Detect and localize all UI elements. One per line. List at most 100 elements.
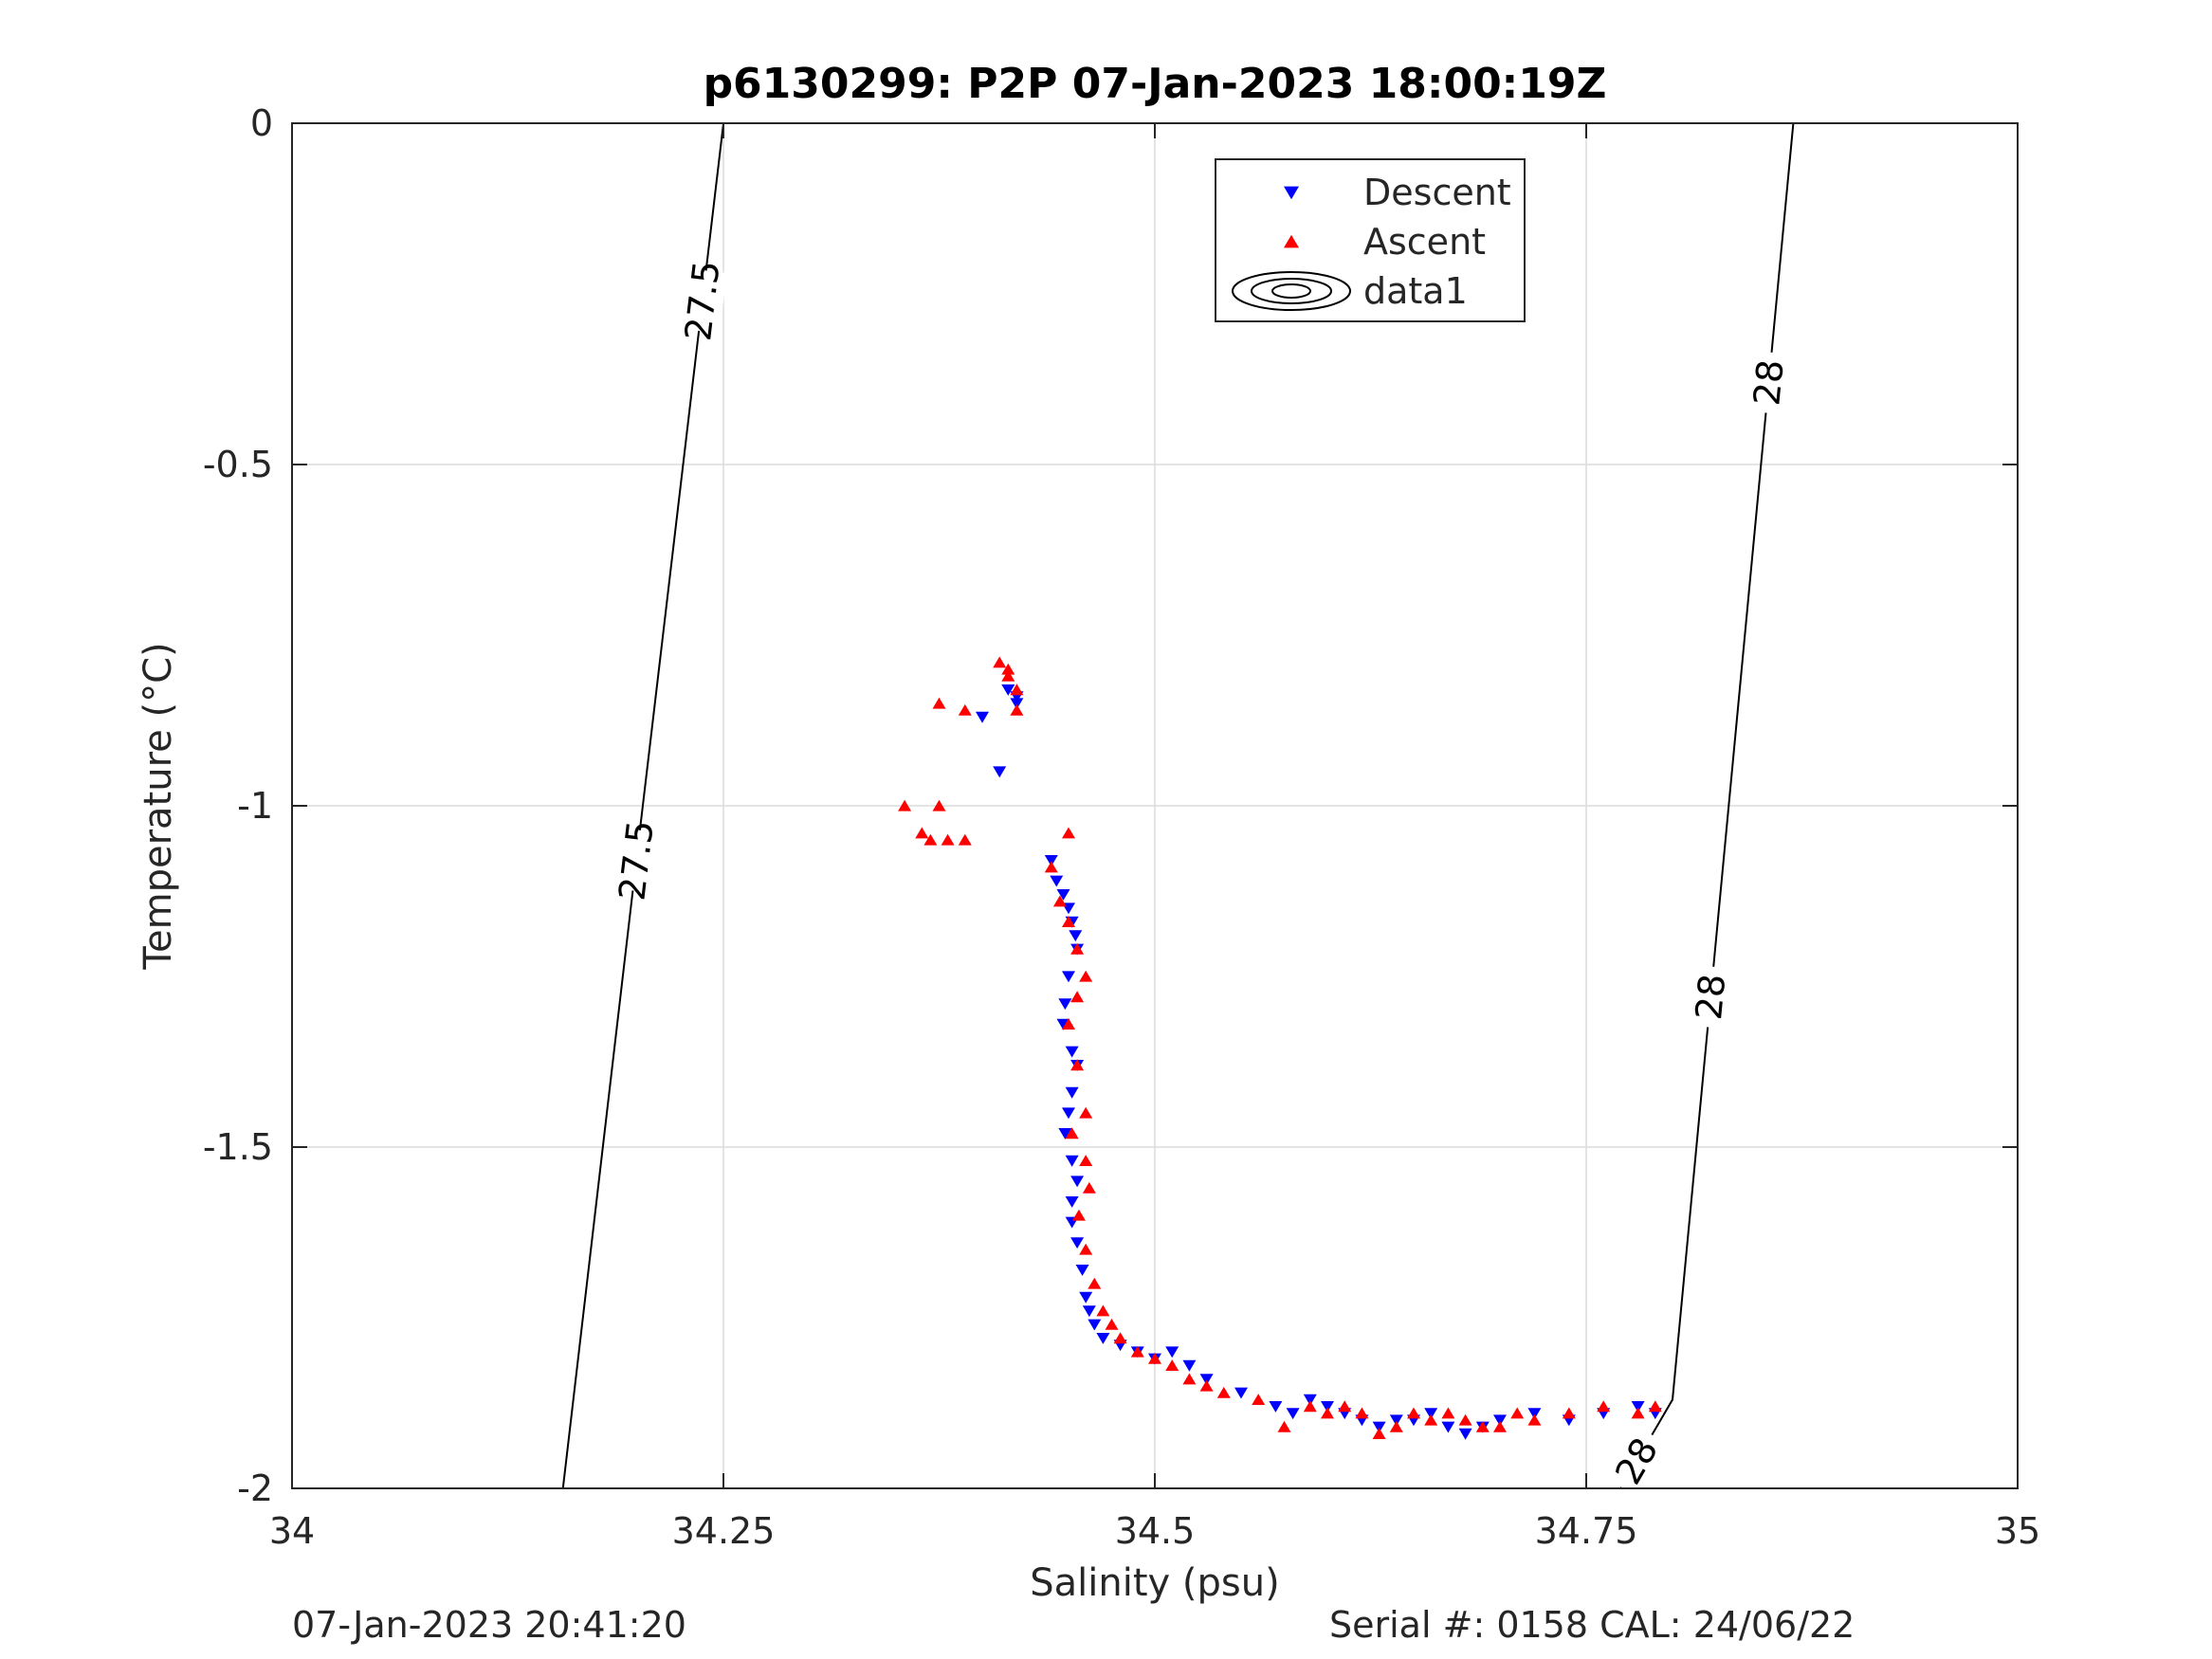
ascent-marker (1044, 861, 1058, 873)
x-tick-label: 35 (1995, 1510, 2040, 1552)
descent-marker (1199, 1374, 1214, 1386)
contour-label-gap (1687, 964, 1735, 1030)
descent-marker (1389, 1414, 1403, 1427)
ascent-marker (1355, 1407, 1369, 1419)
ascent-marker (941, 833, 955, 846)
descent-marker (1372, 1421, 1386, 1433)
ascent-marker (958, 703, 972, 716)
descent-marker (1458, 1428, 1472, 1440)
ascent-marker (932, 799, 946, 811)
legend-label: Descent (1363, 172, 1511, 213)
ascent-marker (1062, 827, 1075, 839)
ascent-marker (1216, 1386, 1231, 1398)
descent-marker (1062, 1107, 1075, 1120)
ascent-marker (1065, 1127, 1079, 1139)
descent-marker (1269, 1401, 1283, 1413)
descent-marker (1303, 1394, 1317, 1406)
descent-marker (1069, 930, 1083, 942)
x-tick-label: 34.25 (672, 1510, 776, 1552)
y-tick-label: 0 (250, 102, 273, 144)
contour-label: 28 (1746, 357, 1791, 407)
ascent-marker (1441, 1407, 1455, 1419)
contour-label-gap (1603, 1424, 1671, 1498)
ascent-marker (1130, 1345, 1144, 1358)
ascent-marker (1070, 991, 1085, 1003)
ascent-marker (1527, 1413, 1542, 1426)
ascent-marker (915, 827, 929, 839)
contour-label: 28 (1688, 972, 1733, 1021)
descent-marker (1631, 1401, 1645, 1413)
footer-timestamp: 07-Jan-2023 20:41:20 (292, 1604, 686, 1646)
ascent-marker (1082, 1181, 1096, 1194)
descent-marker (1088, 1319, 1102, 1331)
ascent-marker (1648, 1400, 1662, 1413)
ascent-marker (1458, 1413, 1472, 1426)
legend-contour-icon (1251, 278, 1332, 304)
grid-lines (291, 122, 2019, 1489)
x-tick-label: 34.5 (1115, 1510, 1196, 1552)
descent-marker (1065, 1086, 1079, 1099)
ascent-marker (1079, 1155, 1093, 1166)
descent-marker (1075, 1265, 1089, 1276)
ascent-marker (1079, 1106, 1093, 1119)
ascent-marker (1105, 1318, 1119, 1330)
chart-title: p6130299: P2P 07-Jan-2023 18:00:19Z (704, 60, 1607, 108)
descent-marker (1001, 684, 1015, 696)
ascent-marker (1389, 1420, 1403, 1432)
ascent-marker (1424, 1413, 1438, 1426)
ascent-marker (1079, 970, 1093, 982)
ascent-marker (1070, 942, 1085, 955)
ascent-marker (1303, 1400, 1317, 1413)
data-series (898, 656, 1662, 1440)
descent-marker (993, 766, 1007, 778)
ascent-marker (1338, 1400, 1352, 1413)
contour-label: 27.5 (611, 818, 662, 902)
descent-marker (1065, 1196, 1079, 1208)
descent-marker (1044, 855, 1058, 866)
ascent-marker (1493, 1420, 1507, 1432)
ascent-marker (1321, 1407, 1334, 1419)
ascent-marker (1062, 916, 1075, 927)
descent-marker (1493, 1414, 1507, 1427)
ascent-marker (993, 656, 1007, 668)
contour-label: 27.5 (677, 259, 728, 343)
footer-serial-calibration: Serial #: 0158 CAL: 24/06/22 (1329, 1604, 1856, 1646)
legend-ascent-marker (1284, 234, 1299, 248)
x-tick-label: 34.75 (1535, 1510, 1638, 1552)
descent-marker (1286, 1408, 1300, 1420)
ascent-marker (1071, 1209, 1086, 1221)
descent-marker (1234, 1387, 1248, 1399)
descent-marker (1424, 1408, 1438, 1420)
ascent-marker (898, 799, 912, 811)
legend-descent-marker (1284, 186, 1299, 200)
ascent-marker (1096, 1304, 1110, 1317)
ascent-marker (1182, 1373, 1197, 1385)
descent-marker (1321, 1401, 1334, 1413)
descent-marker (1096, 1333, 1110, 1344)
ascent-marker (1010, 703, 1024, 716)
descent-marker (1058, 1128, 1072, 1139)
descent-marker (1065, 1155, 1079, 1167)
ascent-marker (1510, 1407, 1525, 1419)
ascent-marker (1148, 1352, 1161, 1364)
contour-label-gap (1745, 350, 1793, 415)
descent-marker (1165, 1346, 1179, 1358)
legend-contour-icon (1232, 271, 1351, 311)
ascent-marker (1562, 1407, 1576, 1419)
legend-box (1215, 158, 1526, 322)
descent-marker (1082, 1305, 1096, 1318)
descent-marker (1070, 1237, 1085, 1249)
descent-marker (1070, 1176, 1085, 1188)
y-tick-label: -2 (237, 1468, 273, 1509)
y-tick-label: -0.5 (203, 444, 273, 485)
ascent-marker (1475, 1420, 1490, 1432)
ascent-marker (1165, 1359, 1179, 1371)
ascent-marker (958, 833, 972, 846)
descent-marker (1065, 1046, 1079, 1058)
ascent-marker (1597, 1400, 1611, 1413)
y-axis-label: Temperature (°C) (137, 642, 180, 970)
ascent-marker (1277, 1420, 1291, 1432)
ascent-marker (1001, 669, 1015, 682)
